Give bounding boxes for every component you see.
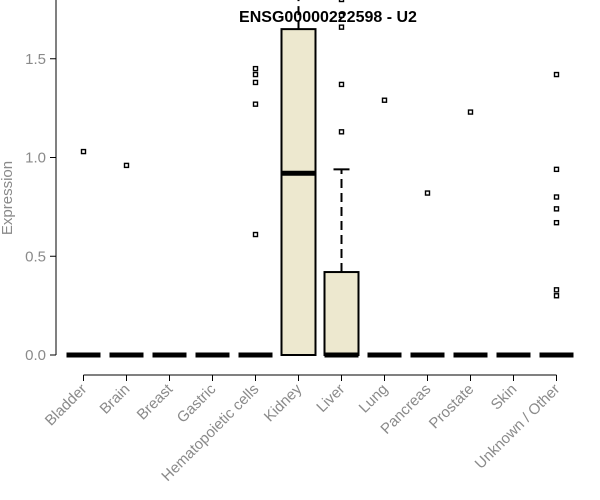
outlier-point xyxy=(252,79,259,86)
box-group xyxy=(66,148,101,358)
y-axis-label: Expression xyxy=(0,161,16,235)
outlier-point xyxy=(338,0,345,3)
box-group xyxy=(410,190,445,358)
outlier-point xyxy=(553,166,560,173)
x-tick-label: Breast xyxy=(134,380,177,423)
x-tick-label: Brain xyxy=(97,381,134,418)
outlier-point xyxy=(553,219,560,226)
x-tick-label: Bladder xyxy=(42,381,91,430)
outlier-point xyxy=(80,148,87,155)
x-tick-label: Liver xyxy=(313,381,348,416)
outlier-point xyxy=(338,12,345,19)
box-group xyxy=(109,162,144,358)
y-tick-label: 0.0 xyxy=(25,347,46,364)
x-tick-label: Lung xyxy=(356,381,392,417)
x-tick-label: Kidney xyxy=(261,380,306,425)
box-group xyxy=(453,109,488,358)
outlier-point xyxy=(553,194,560,200)
outlier-point xyxy=(553,287,560,293)
y-tick-label: 1.0 xyxy=(25,150,46,167)
y-axis: 0.00.51.01.52.02.53.0 xyxy=(25,0,57,364)
outlier-point xyxy=(252,71,259,78)
outlier-point xyxy=(553,71,560,78)
outlier-point xyxy=(252,231,259,238)
outlier-point xyxy=(381,97,388,103)
outlier-point xyxy=(338,129,345,135)
outlier-point xyxy=(467,109,474,115)
x-tick-label: Skin xyxy=(488,381,521,414)
outlier-point xyxy=(424,190,431,196)
box-series xyxy=(66,0,574,358)
box-group xyxy=(280,0,317,356)
outlier-point xyxy=(553,293,560,299)
outlier-point xyxy=(338,24,345,30)
box-group xyxy=(539,71,574,358)
outlier-point xyxy=(553,206,560,212)
y-tick-label: 0.5 xyxy=(25,248,46,265)
chart-title: ENSG00000222598 - U2 xyxy=(239,9,417,26)
box-iqr xyxy=(323,271,360,356)
box-iqr xyxy=(280,28,317,356)
x-tick-label: Prostate xyxy=(426,381,478,433)
outlier-point xyxy=(123,162,130,169)
box-group xyxy=(238,65,273,358)
outlier-point xyxy=(252,65,259,72)
outlier-point xyxy=(252,101,259,107)
box-group xyxy=(323,0,360,358)
box-group xyxy=(367,97,402,358)
y-tick-label: 1.5 xyxy=(25,51,46,68)
outlier-point xyxy=(338,81,345,88)
